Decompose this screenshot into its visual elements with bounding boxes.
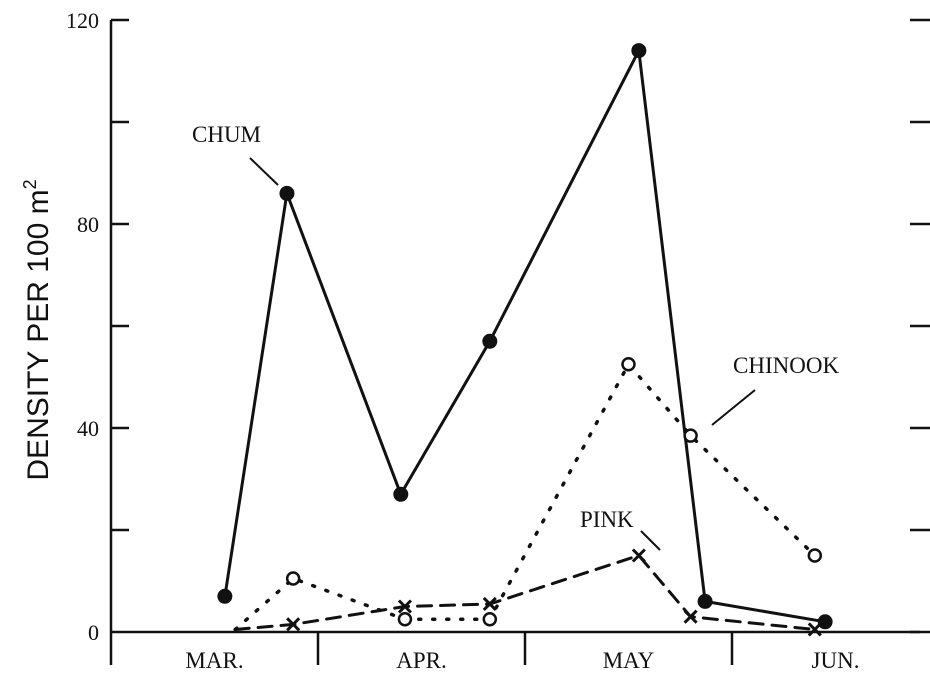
series-labels: CHUM CHINOOK PINK	[192, 122, 839, 551]
left-axis-ticks	[111, 18, 129, 532]
data-point-chum	[817, 614, 833, 630]
month-label: JUN.	[812, 648, 860, 673]
y-axis-title: DENSITY PER 100 m2	[20, 179, 55, 480]
data-point-chinook	[285, 571, 301, 586]
data-point-pink	[482, 596, 497, 612]
data-point-chinook	[683, 428, 698, 443]
leader-chinook	[711, 389, 756, 426]
y-axis-title-superscript: 2	[20, 179, 40, 189]
series-line-chinook	[233, 362, 817, 632]
month-dividers	[109, 632, 734, 665]
y-tick-label: 40	[77, 416, 99, 441]
leader-pink	[640, 530, 661, 551]
series-label-chinook: CHINOOK	[733, 353, 839, 378]
y-tick-labels: 0 40 80 120	[66, 8, 99, 645]
data-point-chum	[279, 185, 295, 201]
month-label: MAY	[603, 648, 655, 673]
y-axis-title-text: DENSITY PER 100 m	[22, 189, 55, 480]
data-point-pink	[397, 599, 413, 614]
series-label-pink: PINK	[580, 507, 634, 532]
series-layer	[217, 43, 833, 637]
month-label: APR.	[396, 648, 447, 673]
data-point-chum	[217, 588, 233, 604]
data-point-pink	[631, 548, 646, 563]
series-line-chum	[223, 49, 827, 624]
data-point-chinook	[397, 612, 413, 627]
data-point-chinook	[807, 548, 823, 563]
data-point-chum	[631, 43, 647, 59]
data-point-chum	[393, 486, 409, 502]
data-point-pink	[683, 609, 698, 624]
y-tick-label: 80	[77, 212, 99, 237]
right-axis-ticks	[910, 18, 930, 634]
data-point-chinook	[621, 357, 636, 372]
y-tick-label: 0	[88, 620, 99, 645]
data-point-chum	[482, 333, 498, 349]
series-label-chum: CHUM	[192, 122, 261, 147]
month-labels: MAR. APR. MAY JUN.	[185, 648, 859, 673]
series-line-pink	[233, 554, 817, 631]
data-point-pink	[807, 622, 822, 637]
data-point-chum	[697, 593, 713, 609]
y-tick-label: 120	[66, 8, 99, 33]
data-point-chinook	[482, 612, 498, 627]
axes: 0 40 80 120 MAR. APR. MAY JUN.	[66, 8, 930, 673]
data-point-pink	[286, 617, 301, 632]
leader-chum	[249, 157, 279, 186]
month-label: MAR.	[185, 648, 243, 673]
